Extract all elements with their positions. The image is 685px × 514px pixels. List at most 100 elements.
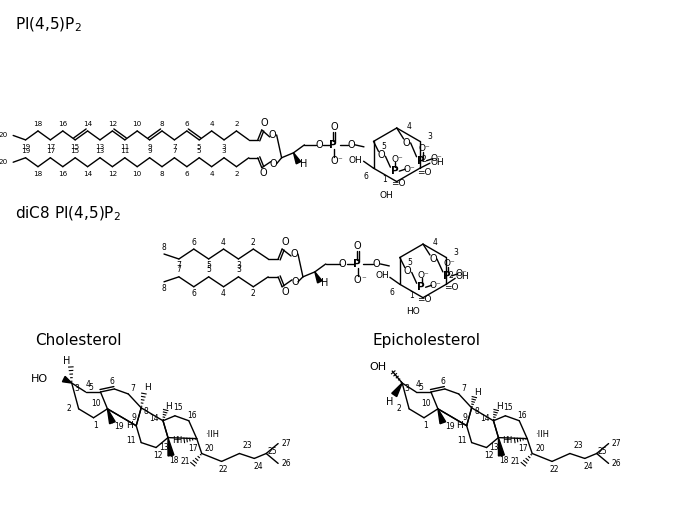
Text: OH: OH [375, 271, 389, 280]
Text: 21: 21 [180, 457, 190, 466]
Text: 7: 7 [172, 148, 177, 154]
Text: HO: HO [406, 307, 420, 316]
Text: O: O [404, 266, 412, 277]
Text: 7: 7 [131, 384, 136, 394]
Text: 23: 23 [242, 441, 252, 450]
Text: O: O [270, 159, 277, 169]
Text: 4: 4 [85, 379, 90, 389]
Text: O: O [260, 168, 268, 178]
Text: ·IIH: ·IIH [535, 430, 549, 439]
Text: O⁻: O⁻ [403, 164, 415, 174]
Text: Epicholesterol: Epicholesterol [373, 334, 480, 348]
Text: 12: 12 [484, 451, 493, 460]
Text: 24: 24 [584, 462, 594, 471]
Text: OH: OH [380, 191, 394, 200]
Text: 2: 2 [251, 237, 256, 247]
Text: P: P [329, 140, 337, 150]
Text: OH: OH [370, 362, 387, 372]
Text: H: H [126, 421, 133, 430]
Text: 11: 11 [120, 148, 129, 154]
Text: 17: 17 [188, 444, 197, 453]
Text: 13: 13 [95, 144, 105, 150]
Text: 25: 25 [267, 447, 277, 456]
Text: O⁻: O⁻ [419, 144, 430, 153]
Text: 15: 15 [71, 144, 80, 150]
Text: 12: 12 [108, 171, 117, 177]
Text: 6: 6 [191, 237, 196, 247]
Text: H: H [63, 356, 71, 366]
Text: H: H [474, 389, 481, 397]
Text: 5: 5 [88, 383, 93, 393]
Text: 20: 20 [535, 444, 545, 453]
Text: H: H [386, 397, 393, 407]
Text: O: O [330, 122, 338, 132]
Text: 16: 16 [517, 411, 527, 420]
Text: 27: 27 [612, 439, 621, 448]
Text: O⁻: O⁻ [391, 155, 403, 164]
Text: 3: 3 [405, 384, 410, 394]
Text: O⁻: O⁻ [444, 260, 456, 268]
Text: 14: 14 [149, 414, 159, 423]
Text: 5: 5 [206, 265, 211, 274]
Text: 12: 12 [108, 121, 117, 127]
Text: 26: 26 [612, 459, 621, 468]
Text: 20: 20 [0, 159, 8, 165]
Text: O: O [282, 237, 289, 247]
Text: 3: 3 [236, 262, 241, 270]
Text: PI(4,5)P$_2$: PI(4,5)P$_2$ [15, 16, 82, 34]
Text: 3: 3 [453, 248, 458, 257]
Polygon shape [438, 409, 446, 424]
Text: H: H [144, 382, 151, 392]
Text: 13: 13 [95, 148, 105, 154]
Text: O: O [339, 259, 347, 269]
Text: OH: OH [431, 158, 445, 167]
Text: 9: 9 [132, 413, 137, 423]
Text: 8: 8 [160, 171, 164, 177]
Polygon shape [315, 272, 322, 283]
Text: P: P [443, 271, 451, 281]
Text: 14: 14 [479, 414, 489, 423]
Text: 26: 26 [282, 459, 291, 468]
Text: 1: 1 [409, 291, 414, 300]
Text: 4: 4 [221, 237, 226, 247]
Text: 14: 14 [83, 121, 92, 127]
Text: 2: 2 [421, 155, 426, 164]
Text: O: O [373, 259, 380, 269]
Text: 7: 7 [177, 262, 182, 270]
Text: 19: 19 [21, 144, 30, 150]
Text: O: O [347, 140, 355, 150]
Text: OH: OH [456, 272, 469, 281]
Text: 27: 27 [282, 439, 291, 448]
Text: 10: 10 [133, 171, 142, 177]
Text: 3: 3 [427, 132, 432, 141]
Text: H: H [505, 436, 512, 445]
Text: 5: 5 [408, 258, 412, 267]
Text: Cholesterol: Cholesterol [35, 334, 121, 348]
Text: 8: 8 [160, 121, 164, 127]
Text: 8: 8 [144, 407, 149, 416]
Text: O: O [403, 138, 410, 148]
Text: 6: 6 [440, 377, 445, 386]
Text: 14: 14 [83, 171, 92, 177]
Text: 3: 3 [222, 144, 226, 150]
Text: 2: 2 [397, 405, 401, 413]
Text: 13: 13 [490, 443, 499, 452]
Text: O⁻: O⁻ [456, 269, 468, 279]
Text: 6: 6 [184, 171, 189, 177]
Text: =O: =O [417, 168, 432, 177]
Text: 18: 18 [34, 171, 42, 177]
Text: O⁻: O⁻ [429, 281, 441, 290]
Text: 24: 24 [253, 462, 263, 471]
Text: =O: =O [417, 295, 432, 304]
Text: 20: 20 [0, 133, 8, 138]
Text: 4: 4 [416, 379, 421, 389]
Text: 18: 18 [34, 121, 42, 127]
Text: 5: 5 [419, 383, 423, 393]
Text: OH: OH [349, 156, 362, 165]
Text: 16: 16 [187, 411, 197, 420]
Text: 6: 6 [363, 172, 368, 180]
Text: 2: 2 [234, 171, 239, 177]
Text: 21: 21 [510, 457, 520, 466]
Text: 6: 6 [191, 289, 196, 298]
Text: 10: 10 [133, 121, 142, 127]
